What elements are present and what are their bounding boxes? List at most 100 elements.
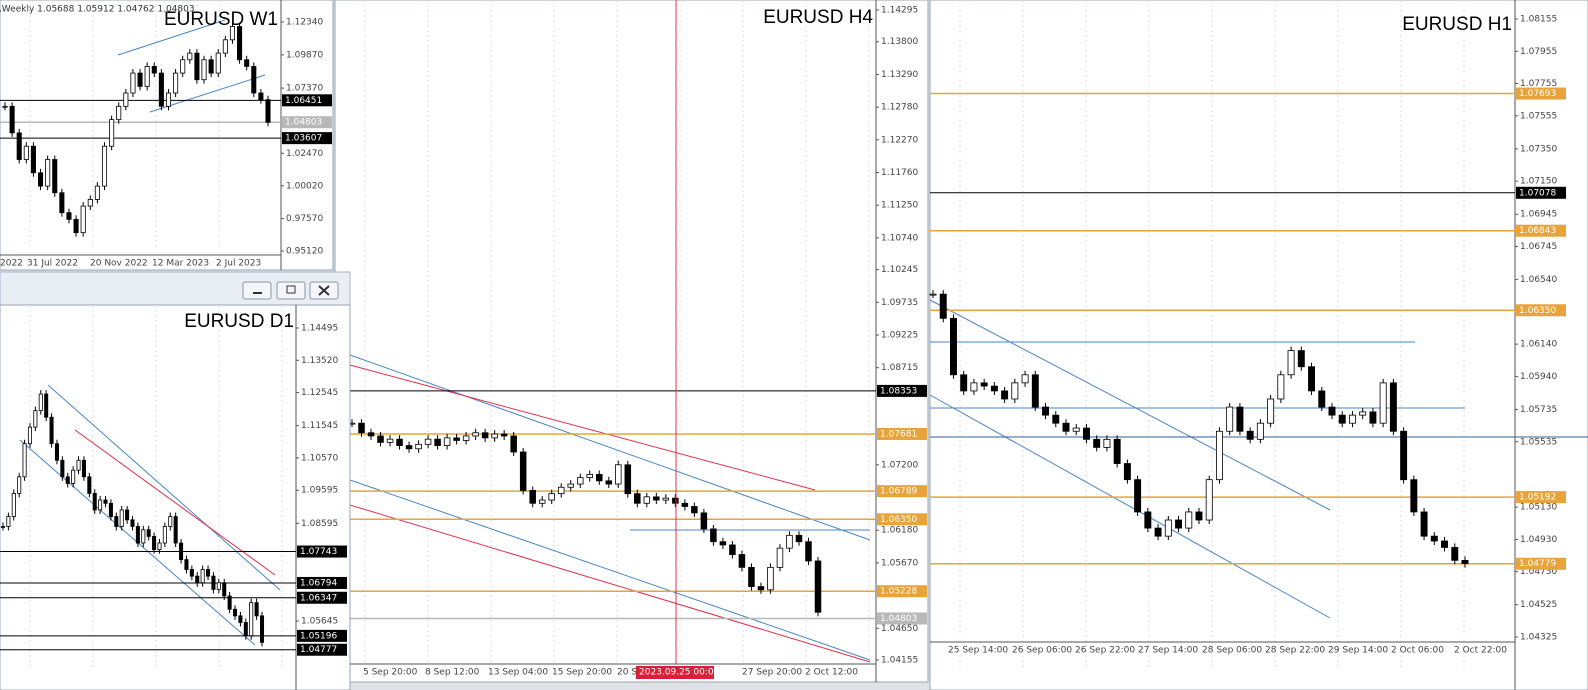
candle (60, 459, 65, 478)
candle (114, 516, 119, 527)
price-label: 1.14295 (881, 6, 918, 16)
price-label: 0.95120 (286, 247, 323, 257)
candle (424, 438, 432, 445)
candle (179, 542, 184, 560)
candle (187, 52, 193, 61)
candle (710, 528, 717, 543)
candle (1277, 374, 1285, 400)
candle (681, 502, 689, 507)
minimize-button[interactable] (242, 281, 272, 300)
price-label: 1.06945 (1520, 210, 1557, 220)
candle (2, 105, 8, 108)
trend-line (929, 394, 1331, 619)
restore-icon (286, 285, 296, 294)
candle (500, 433, 508, 437)
candle (691, 506, 698, 514)
candle (767, 566, 774, 591)
candle (1082, 427, 1090, 440)
price-label: 1.07955 (1520, 47, 1557, 57)
level-label: 1.06350 (1519, 306, 1556, 316)
candle (208, 59, 214, 74)
time-label: 27 Sep 14:00 (1138, 646, 1198, 656)
price-label: 1.00020 (286, 181, 323, 191)
candle (396, 438, 403, 446)
candle (30, 145, 36, 174)
candle (634, 493, 641, 504)
candle (1134, 479, 1142, 513)
candle (1011, 382, 1019, 400)
level-tag (297, 545, 347, 558)
price-label: 1.08715 (881, 363, 918, 373)
candle (700, 512, 708, 530)
candle (960, 374, 968, 392)
candle (1267, 398, 1275, 424)
level-label: 1.05192 (1519, 493, 1556, 503)
candle (195, 575, 200, 584)
candle (415, 443, 422, 450)
candle (38, 172, 44, 187)
price-label: 1.14495 (301, 324, 338, 334)
chart-title: EURUSD H4 (763, 7, 873, 28)
chart-area (334, 0, 929, 683)
level-label: 1.07743 (300, 547, 337, 557)
candle (233, 608, 238, 617)
candle (567, 483, 574, 488)
w1-window: 1.12340 1.09870 1.07370 1.02470 1.00020 0.975… (0, 0, 334, 271)
level-tag (877, 585, 927, 598)
time-label: 20 S (617, 668, 637, 678)
level-tag (877, 384, 927, 397)
candle (615, 464, 622, 485)
ohlc-info: D,Weekly 1.05688 1.05912 1.04762 1.04803 (0, 5, 195, 15)
candle (81, 459, 86, 478)
candle (1420, 511, 1428, 537)
candle (66, 212, 72, 220)
restore-button[interactable] (276, 281, 306, 300)
level-tag (297, 591, 347, 604)
candle (1154, 527, 1162, 537)
candle (576, 477, 584, 485)
candle (201, 59, 207, 81)
candle (929, 293, 937, 296)
trend-line (929, 299, 1331, 511)
level-label: 1.04777 (300, 645, 337, 655)
chart-title: EURUSD W1 (164, 9, 278, 30)
candle (158, 72, 164, 107)
candle (1256, 422, 1264, 440)
level-tag (877, 612, 927, 625)
chart-title: EURUSD H1 (1402, 14, 1512, 35)
candle (243, 622, 248, 637)
close-icon (318, 285, 330, 296)
candle (1195, 511, 1203, 521)
chart-area (0, 0, 334, 271)
candle (1246, 430, 1254, 440)
candle (949, 317, 957, 376)
level-tag (1516, 557, 1566, 570)
candle (1430, 535, 1438, 542)
time-label: 13 Sep 04:00 (488, 668, 548, 678)
trend-line (47, 384, 281, 591)
candle (59, 192, 65, 214)
candle (1072, 427, 1080, 432)
candle (227, 595, 232, 610)
candle (265, 99, 271, 123)
level-label: 1.03607 (285, 134, 322, 144)
candle (103, 499, 108, 504)
trend-line (74, 429, 276, 576)
level-label: 1.06794 (300, 578, 337, 588)
crosshair-time: 2023.09.25 00:00 (639, 668, 720, 678)
level-tag (877, 513, 927, 526)
price-label: 1.13800 (881, 37, 918, 47)
candle (87, 476, 92, 494)
price-label: 1.05535 (1520, 437, 1557, 447)
price-label: 1.06140 (1520, 340, 1557, 350)
candle (251, 66, 257, 94)
candle (222, 39, 228, 54)
candle (180, 59, 186, 74)
time-label: 28 Sep 06:00 (1202, 646, 1262, 656)
price-label: 1.07755 (1520, 79, 1557, 89)
level-label: 1.05196 (300, 631, 337, 641)
candle (80, 205, 86, 234)
time-label: 31 Jul 2022 (27, 259, 78, 269)
candle (1062, 422, 1070, 432)
level-tag (297, 643, 347, 656)
